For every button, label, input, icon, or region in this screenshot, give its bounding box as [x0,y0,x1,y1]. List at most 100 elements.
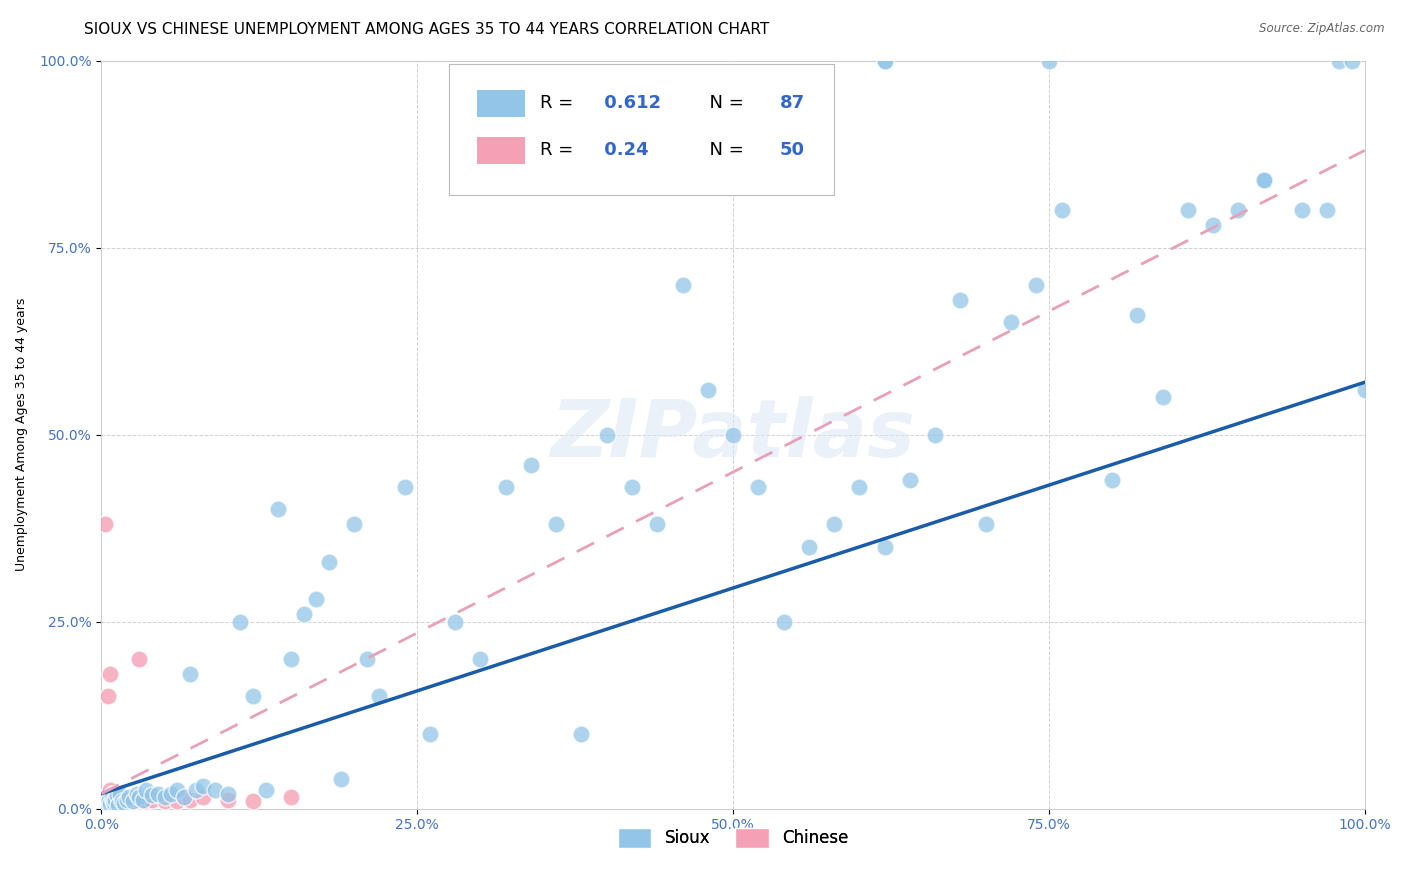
FancyBboxPatch shape [477,90,524,117]
Point [166,794,188,808]
Point [122,794,145,808]
Point [115,793,138,807]
Point [166,783,188,797]
Point [242,690,264,704]
Point [621,480,644,494]
Point [91,799,114,814]
Point [596,427,619,442]
Legend: Sioux, Chinese: Sioux, Chinese [612,822,855,855]
Point [229,615,252,629]
Point [1291,203,1313,218]
Point [343,517,366,532]
Point [148,787,170,801]
Point [107,796,129,810]
Point [924,427,946,442]
Point [1227,203,1250,218]
Point [898,473,921,487]
Point [1038,54,1060,68]
Point [97,690,120,704]
Point [111,794,134,808]
Point [104,796,127,810]
Point [280,790,302,805]
Point [98,667,121,681]
Point [696,383,718,397]
Point [94,799,117,814]
Point [356,652,378,666]
Text: 0.612: 0.612 [598,95,661,112]
Point [96,793,118,807]
Point [1177,203,1199,218]
Point [280,652,302,666]
Point [100,790,122,805]
Point [873,540,896,554]
Point [470,652,492,666]
Point [107,797,129,812]
Text: R =: R = [540,95,579,112]
Text: N =: N = [697,142,749,160]
Point [217,787,239,801]
Point [105,794,128,808]
Point [115,794,138,808]
Point [110,787,132,801]
Point [1101,473,1123,487]
Point [141,793,163,807]
Point [94,794,117,808]
Point [330,772,353,786]
Text: N =: N = [697,95,749,112]
Point [94,797,117,812]
Point [103,797,125,812]
Point [96,796,118,810]
Point [101,790,124,805]
Point [104,793,127,807]
Point [520,458,543,472]
Point [103,793,125,807]
Point [242,794,264,808]
Point [98,793,121,807]
Point [1152,390,1174,404]
Point [101,796,124,810]
Text: 50: 50 [780,142,804,160]
Point [318,555,340,569]
Point [204,783,226,797]
Point [118,790,141,805]
Point [191,779,214,793]
Text: R =: R = [540,142,579,160]
Point [797,540,820,554]
Point [1354,383,1376,397]
Point [111,793,134,807]
Point [1316,203,1339,218]
Point [98,797,121,812]
Point [217,793,239,807]
Point [1000,315,1022,329]
Point [186,783,208,797]
Point [419,727,441,741]
Point [128,652,150,666]
FancyBboxPatch shape [477,137,524,164]
Point [368,690,391,704]
Point [848,480,870,494]
Point [394,480,416,494]
Point [98,787,121,801]
Point [571,727,593,741]
Point [191,790,214,805]
Point [179,793,201,807]
Point [292,607,315,622]
Point [671,278,693,293]
Point [1050,203,1073,218]
Point [97,790,120,805]
Point [1253,173,1275,187]
Point [254,783,277,797]
Y-axis label: Unemployment Among Ages 35 to 44 years: Unemployment Among Ages 35 to 44 years [15,298,28,572]
Point [135,783,157,797]
Text: 0.24: 0.24 [598,142,648,160]
Point [444,615,467,629]
Point [122,794,145,808]
Point [1341,54,1364,68]
Point [98,797,121,812]
Point [128,793,150,807]
Point [873,54,896,68]
Point [721,427,744,442]
Point [873,54,896,68]
Text: SIOUX VS CHINESE UNEMPLOYMENT AMONG AGES 35 TO 44 YEARS CORRELATION CHART: SIOUX VS CHINESE UNEMPLOYMENT AMONG AGES… [84,22,769,37]
Point [103,796,125,810]
